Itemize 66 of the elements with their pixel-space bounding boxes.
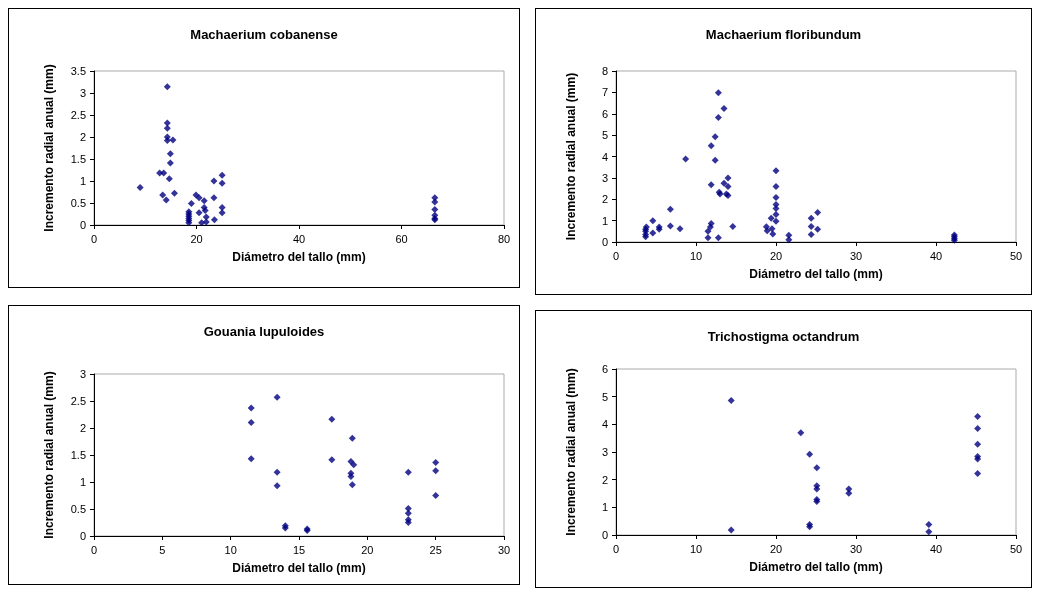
y-axis-title: Incremento radial anual (mm) bbox=[42, 64, 56, 232]
y-tick-label: 6 bbox=[601, 363, 608, 375]
chart-title: Machaerium floribundum bbox=[705, 27, 862, 42]
y-tick-label: 2.5 bbox=[70, 395, 86, 407]
x-tick-label: 30 bbox=[497, 543, 511, 556]
y-tick-label: 2 bbox=[601, 193, 608, 206]
y-tick-label: 0 bbox=[601, 529, 608, 541]
x-tick-label: 0 bbox=[90, 543, 98, 556]
x-tick-label: 20 bbox=[769, 542, 783, 555]
x-tick-label: 40 bbox=[929, 249, 943, 262]
chart-title: Gouania lupuloides bbox=[203, 324, 325, 339]
y-tick-label: 3.5 bbox=[70, 65, 86, 77]
x-tick-label: 10 bbox=[224, 543, 237, 556]
y-tick-label: 3 bbox=[601, 446, 608, 458]
y-tick-label: 0 bbox=[79, 530, 86, 542]
y-tick-label: 8 bbox=[601, 65, 608, 77]
chart-title: Trichostigma octandrum bbox=[707, 329, 860, 344]
x-tick-label: 80 bbox=[497, 232, 511, 245]
y-axis-title: Incremento radial anual (mm) bbox=[42, 371, 56, 539]
x-tick-label: 10 bbox=[689, 249, 703, 262]
x-tick-label: 50 bbox=[1009, 542, 1023, 555]
x-tick-label: 15 bbox=[292, 543, 306, 556]
y-tick-label: 5 bbox=[601, 390, 608, 403]
y-tick-label: 1 bbox=[79, 476, 86, 488]
x-tick-label: 10 bbox=[689, 542, 703, 555]
y-tick-label: 1 bbox=[601, 501, 608, 514]
y-axis-title: Incremento radial anual (mm) bbox=[564, 368, 578, 536]
y-tick-label: 1 bbox=[79, 175, 86, 187]
x-tick-label: 30 bbox=[849, 249, 863, 262]
x-tick-label: 25 bbox=[429, 543, 442, 556]
y-tick-label: 0.5 bbox=[70, 503, 86, 515]
y-tick-label: 3 bbox=[79, 368, 86, 380]
y-tick-label: 6 bbox=[601, 107, 608, 120]
y-tick-label: 3 bbox=[79, 87, 86, 99]
y-tick-label: 1.5 bbox=[70, 153, 86, 165]
y-tick-label: 4 bbox=[601, 418, 608, 431]
x-tick-label: 20 bbox=[769, 249, 783, 262]
x-axis-title: Diámetro del tallo (mm) bbox=[232, 561, 366, 575]
y-tick-label: 1 bbox=[601, 214, 608, 227]
y-tick-label: 7 bbox=[601, 86, 608, 99]
y-tick-label: 3 bbox=[601, 171, 608, 184]
x-tick-label: 40 bbox=[292, 232, 306, 245]
x-tick-label: 0 bbox=[612, 542, 620, 555]
x-tick-label: 20 bbox=[361, 543, 374, 556]
y-axis-title: Incremento radial anual (mm) bbox=[564, 72, 578, 241]
x-tick-label: 50 bbox=[1009, 249, 1023, 262]
y-tick-label: 2 bbox=[79, 422, 86, 434]
y-tick-label: 0 bbox=[79, 219, 86, 231]
y-tick-label: 0.5 bbox=[70, 197, 86, 209]
x-axis-title: Diámetro del tallo (mm) bbox=[749, 560, 883, 574]
x-tick-label: 0 bbox=[90, 232, 98, 245]
y-tick-label: 1.5 bbox=[70, 449, 86, 461]
y-tick-label: 5 bbox=[601, 129, 608, 142]
y-tick-label: 4 bbox=[601, 150, 608, 163]
x-tick-label: 5 bbox=[159, 543, 166, 556]
x-tick-label: 40 bbox=[929, 542, 943, 555]
x-tick-label: 30 bbox=[849, 542, 863, 555]
x-tick-label: 60 bbox=[395, 232, 408, 245]
y-tick-label: 2 bbox=[79, 131, 86, 143]
x-axis-title: Diámetro del tallo (mm) bbox=[749, 267, 883, 281]
x-axis-title: Diámetro del tallo (mm) bbox=[232, 250, 366, 264]
y-tick-label: 2.5 bbox=[70, 109, 86, 121]
y-tick-label: 2 bbox=[601, 473, 608, 486]
x-tick-label: 20 bbox=[190, 232, 203, 245]
x-tick-label: 0 bbox=[612, 249, 620, 262]
chart-title: Machaerium cobanense bbox=[190, 27, 338, 42]
